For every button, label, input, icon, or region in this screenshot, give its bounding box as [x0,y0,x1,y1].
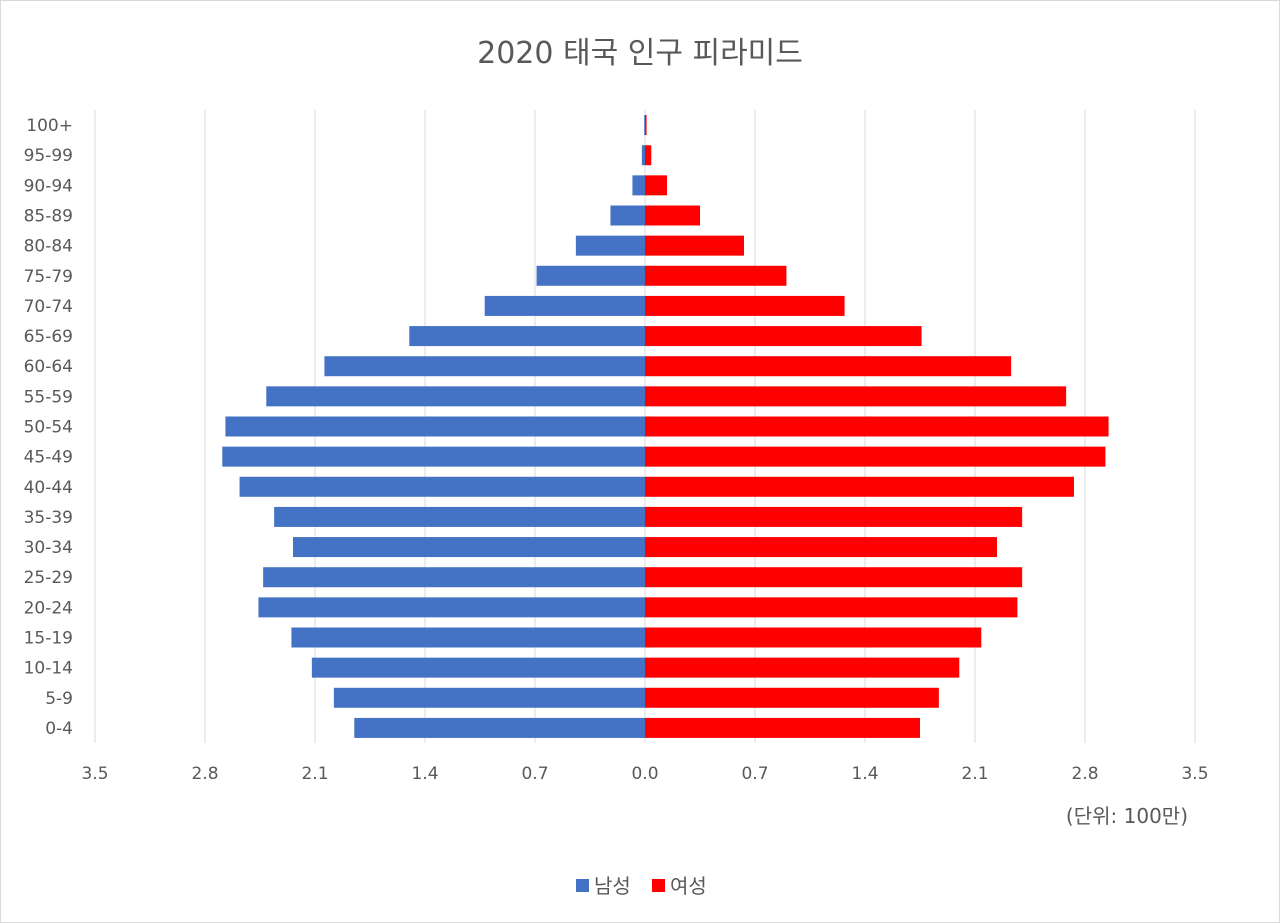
bar-male-100+ [644,115,645,136]
legend-swatch-female [652,879,665,892]
bar-female-55-59 [645,386,1067,407]
bar-male-90-94 [632,175,645,196]
x-axis-labels: 3.5 2.8 2.1 1.4 0.7 0.0 0.7 1.4 2.1 2.8 3.5 [81,764,1208,784]
bar-female-50-54 [645,416,1109,437]
y-tick-label: 45-49 [24,448,73,468]
bar-male-15-19 [291,627,645,648]
bar-female-75-79 [645,265,787,286]
y-tick-label: 80-84 [24,237,73,257]
legend-label-female: 여성 [670,874,707,898]
legend-label-male: 남성 [594,874,631,898]
bar-male-50-54 [225,416,645,437]
y-tick-label: 20-24 [24,598,73,618]
x-tick-label: 0.7 [521,764,548,784]
y-axis-labels: 0-4 5-9 10-14 15-19 20-24 25-29 30-34 35-39 40-4… [24,116,73,739]
bar-male-10-14 [311,657,645,678]
y-tick-label: 5-9 [45,689,73,709]
bar-female-10-14 [645,657,960,678]
bar-female-65-69 [645,326,922,347]
bar-female-85-89 [645,205,700,226]
bar-male-70-74 [484,295,645,316]
bar-male-95-99 [641,145,645,166]
bars [222,115,1109,738]
bar-male-40-44 [239,476,646,497]
bar-male-35-39 [274,506,645,527]
bar-male-85-89 [610,205,645,226]
bar-male-80-84 [575,235,645,256]
x-tick-label: 2.8 [1071,764,1098,784]
bar-male-0-4 [354,717,645,738]
x-tick-label: 0.7 [741,764,768,784]
bar-female-60-64 [645,356,1012,377]
bar-male-5-9 [333,687,645,708]
y-tick-label: 95-99 [24,146,73,166]
bar-female-15-19 [645,627,982,648]
y-tick-label: 85-89 [24,207,73,227]
bar-male-20-24 [258,597,645,618]
bar-male-30-34 [293,537,645,558]
bar-female-40-44 [645,476,1074,497]
bar-female-25-29 [645,567,1023,588]
y-tick-label: 70-74 [24,297,73,317]
bar-female-5-9 [645,687,939,708]
x-tick-label: 3.5 [81,764,108,784]
y-tick-label: 50-54 [24,418,73,438]
y-tick-label: 10-14 [24,659,73,679]
legend: 남성 여성 [576,874,707,898]
bar-male-60-64 [324,356,645,377]
bar-female-70-74 [645,295,845,316]
x-tick-label: 2.1 [301,764,328,784]
bar-female-80-84 [645,235,744,256]
y-tick-label: 30-34 [24,538,73,558]
y-tick-label: 15-19 [24,629,73,649]
y-tick-label: 35-39 [24,508,73,528]
y-tick-label: 75-79 [24,267,73,287]
bar-male-55-59 [266,386,645,407]
bar-male-25-29 [263,567,645,588]
y-tick-label: 25-29 [24,568,73,588]
y-tick-label: 40-44 [24,478,73,498]
bar-female-100+ [645,115,647,136]
bar-female-20-24 [645,597,1018,618]
bar-female-30-34 [645,537,997,558]
x-tick-label: 2.1 [961,764,988,784]
y-tick-label: 55-59 [24,387,73,407]
y-tick-label: 100+ [26,116,73,136]
y-tick-label: 90-94 [24,176,73,196]
bar-female-95-99 [645,145,652,166]
bar-female-0-4 [645,717,920,738]
x-tick-label: 1.4 [851,764,878,784]
x-tick-label: 2.8 [191,764,218,784]
legend-swatch-male [576,879,589,892]
bar-female-90-94 [645,175,667,196]
y-tick-label: 65-69 [24,327,73,347]
x-tick-label: 3.5 [1181,764,1208,784]
x-tick-label: 0.0 [631,764,658,784]
y-tick-label: 60-64 [24,357,73,377]
chart-title: 2020 태국 인구 피라미드 [477,36,803,71]
bar-male-75-79 [536,265,645,286]
y-tick-label: 0-4 [45,719,73,739]
bar-female-45-49 [645,446,1106,467]
unit-note: (단위: 100만) [1066,804,1188,828]
bar-male-65-69 [409,326,645,347]
bar-female-35-39 [645,506,1023,527]
bar-male-45-49 [222,446,646,467]
x-tick-label: 1.4 [411,764,438,784]
